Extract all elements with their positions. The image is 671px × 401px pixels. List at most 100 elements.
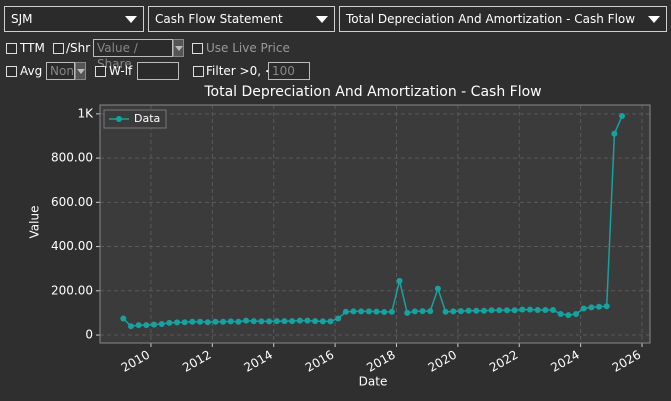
legend-box [103, 109, 167, 129]
data-point [611, 130, 618, 137]
data-point [127, 323, 134, 330]
data-point [281, 318, 288, 325]
weight-label: W-lf [109, 64, 133, 78]
data-point [197, 318, 204, 325]
data-point [457, 308, 464, 315]
avg-label: Avg [20, 64, 43, 78]
data-point [120, 315, 127, 322]
data-point [488, 307, 495, 314]
data-point [496, 307, 503, 314]
data-point [550, 307, 557, 314]
data-point [365, 308, 372, 315]
data-point [557, 311, 564, 318]
data-point [419, 308, 426, 315]
legend-label: Data [134, 112, 160, 125]
data-point [603, 303, 610, 310]
data-point [381, 309, 388, 316]
weight-input[interactable] [137, 62, 179, 80]
data-point [319, 318, 326, 325]
data-point [396, 277, 403, 284]
data-point [434, 285, 441, 292]
x-axis-label: Date [359, 375, 388, 389]
y-tick-label: 1K [77, 106, 94, 120]
data-point [181, 319, 188, 326]
data-point [158, 320, 165, 327]
dropdown-arrow[interactable] [75, 62, 86, 80]
y-tick-label: 600.00 [51, 195, 93, 209]
data-point [212, 318, 219, 325]
ttm-checkbox[interactable] [6, 43, 17, 54]
x-tick-label: 2024 [548, 348, 581, 375]
live-price-checkbox[interactable] [192, 43, 203, 54]
x-tick-label: 2014 [242, 348, 275, 375]
x-tick-label: 2018 [364, 348, 397, 375]
data-point [235, 318, 242, 325]
x-tick-label: 2010 [119, 348, 152, 375]
statement-dropdown[interactable]: Cash Flow Statement [148, 6, 335, 32]
data-point [580, 305, 587, 312]
data-point [135, 322, 142, 329]
data-point [143, 322, 150, 329]
data-point [151, 321, 158, 328]
data-point [266, 318, 273, 325]
y-tick-label: 0 [85, 328, 93, 342]
data-point [442, 308, 449, 315]
data-point [542, 307, 549, 314]
filter-input[interactable]: 100 [268, 62, 310, 80]
data-point [335, 315, 342, 322]
x-tick-label: 2016 [303, 348, 336, 375]
per-share-label: /Shr [66, 41, 91, 55]
y-tick-label: 200.00 [51, 283, 93, 297]
data-point [373, 308, 380, 315]
per-share-checkbox[interactable] [53, 43, 64, 54]
data-point [450, 308, 457, 315]
data-point [304, 317, 311, 324]
y-axis-label: Value [28, 206, 42, 239]
chart-title: Total Depreciation And Amortization - Ca… [203, 84, 541, 100]
avg-checkbox[interactable] [6, 66, 17, 77]
data-point [404, 309, 411, 316]
live-price-label: Use Live Price [206, 41, 290, 55]
symbol-dropdown[interactable]: SJM [4, 6, 144, 32]
per-share-mode[interactable]: Value / Share [93, 39, 173, 71]
metric-dropdown[interactable]: Total Depreciation And Amortization - Ca… [339, 6, 667, 32]
data-point [596, 303, 603, 310]
data-point [312, 318, 319, 325]
x-tick-label: 2020 [426, 348, 459, 375]
data-point [588, 304, 595, 311]
data-point [189, 318, 196, 325]
data-point [220, 318, 227, 325]
data-point [473, 307, 480, 314]
data-point [243, 317, 250, 324]
data-point [258, 318, 265, 325]
data-point [342, 308, 349, 315]
data-point [427, 308, 434, 315]
data-point [511, 307, 518, 314]
data-point [619, 113, 626, 120]
data-point [503, 307, 510, 314]
y-tick-label: 400.00 [51, 239, 93, 253]
filter-checkbox[interactable] [193, 66, 204, 77]
data-point [204, 319, 211, 326]
plot-area [100, 105, 650, 343]
data-point [350, 308, 357, 315]
data-point [289, 318, 296, 325]
weight-checkbox[interactable] [95, 66, 106, 77]
data-point [534, 307, 541, 314]
data-point [227, 318, 234, 325]
data-point [388, 308, 395, 315]
data-point [465, 307, 472, 314]
data-point [526, 306, 533, 313]
data-point [327, 318, 334, 325]
data-point [273, 318, 280, 325]
data-point [250, 318, 257, 325]
avg-mode[interactable]: Non [46, 62, 75, 80]
legend-swatch [116, 116, 122, 122]
data-point [358, 308, 365, 315]
x-tick-label: 2012 [180, 348, 213, 375]
dropdown-arrow[interactable] [173, 39, 184, 57]
filter-label: Filter >0, < [206, 64, 275, 78]
data-point [565, 312, 572, 319]
